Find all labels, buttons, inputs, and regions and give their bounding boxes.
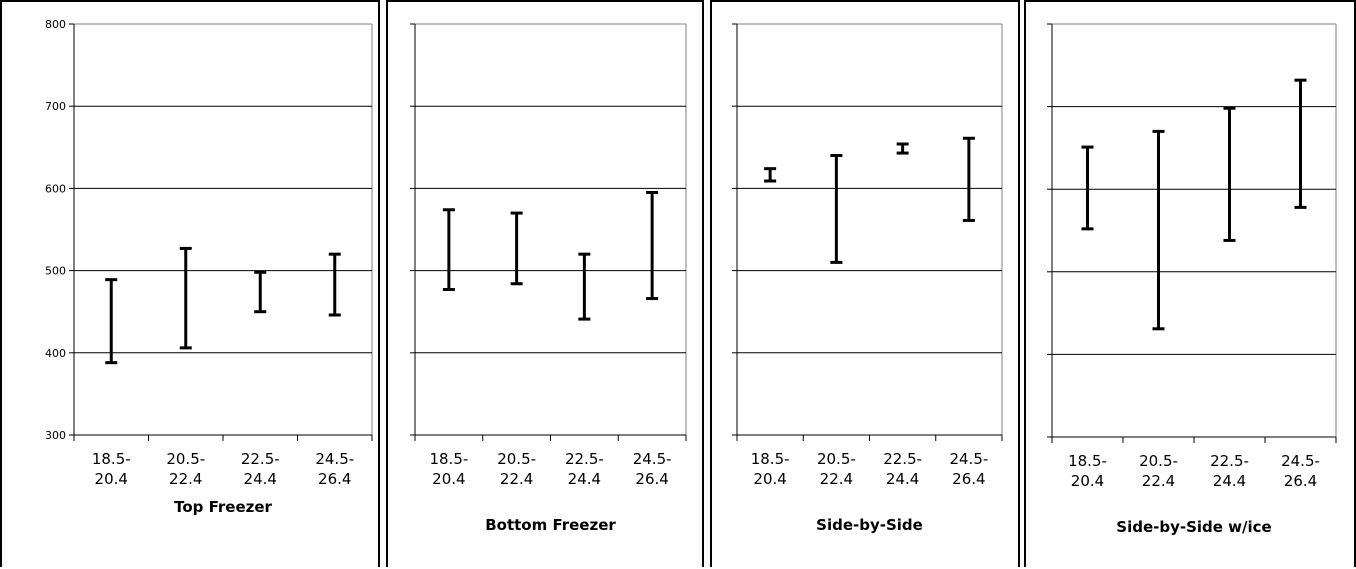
chart-panel-side-by-side: 18.5- 20.4 20.5- 22.4 22.5- 24.4 24.5- 26.4 Side…	[710, 0, 1020, 567]
x-tick-label: 20.4	[95, 470, 128, 488]
chart-panel-side-by-side-ice: 18.5- 20.4 20.5- 22.4 22.5- 24.4 24.5- 26.4 Side…	[1024, 0, 1356, 567]
x-tick-label: 22.4	[820, 470, 853, 488]
chart-svg-side-by-side: 18.5- 20.4 20.5- 22.4 22.5- 24.4 24.5- 26.4 Side…	[732, 23, 1003, 534]
chart-panel-bottom-freezer: 18.5- 20.4 20.5- 22.4 22.5- 24.4 24.5- 26.4 Bott…	[386, 0, 704, 567]
x-tick-label: 24.4	[244, 470, 277, 488]
x-tick-label: 22.5-	[241, 450, 280, 468]
chart-title: Side-by-Side	[816, 516, 923, 534]
chart-svg-side-by-side-ice: 18.5- 20.4 20.5- 22.4 22.5- 24.4 24.5- 26.4 Side…	[1047, 23, 1337, 536]
x-tick-label: 20.5-	[166, 450, 205, 468]
x-tick-label: 20.4	[1071, 472, 1104, 490]
x-tick-label: 18.5-	[92, 450, 131, 468]
x-tick-label: 24.5-	[315, 450, 354, 468]
x-tick-label: 20.4	[753, 470, 786, 488]
y-tick-label: 300	[45, 429, 66, 442]
x-tick-label: 24.5-	[949, 450, 988, 468]
chart-svg-top-freezer: 300 400 500 600 700 800 18.5- 20.4 20.5- 22.4 22.5…	[45, 18, 373, 516]
x-tick-label: 18.5-	[1068, 452, 1107, 470]
x-tick-label: 26.4	[952, 470, 985, 488]
x-tick-label: 24.4	[1213, 472, 1246, 490]
x-tick-label: 26.4	[635, 470, 668, 488]
x-tick-label: 20.5-	[1139, 452, 1178, 470]
x-tick-label: 22.5-	[883, 450, 922, 468]
x-tick-label: 24.5-	[1281, 452, 1320, 470]
x-tick-label: 20.5-	[497, 450, 536, 468]
x-tick-label: 22.4	[1142, 472, 1175, 490]
y-tick-label: 700	[45, 100, 66, 113]
chart-svg-bottom-freezer: 18.5- 20.4 20.5- 22.4 22.5- 24.4 24.5- 26.4 Bott…	[410, 23, 687, 534]
chart-title: Top Freezer	[174, 498, 272, 516]
y-tick-label: 800	[45, 18, 66, 31]
chart-title: Bottom Freezer	[485, 516, 616, 534]
chart-panel-top-freezer: 300 400 500 600 700 800 18.5- 20.4 20.5- 22.4 22.5…	[0, 0, 380, 567]
x-tick-label: 22.5-	[1210, 452, 1249, 470]
y-tick-label: 600	[45, 182, 66, 195]
x-tick-label: 22.4	[169, 470, 202, 488]
x-tick-label: 24.4	[886, 470, 919, 488]
x-tick-label: 22.5-	[565, 450, 604, 468]
y-tick-label: 400	[45, 347, 66, 360]
x-tick-label: 26.4	[1284, 472, 1317, 490]
x-tick-label: 18.5-	[751, 450, 790, 468]
x-tick-label: 20.4	[432, 470, 465, 488]
x-tick-label: 22.4	[500, 470, 533, 488]
x-tick-label: 18.5-	[429, 450, 468, 468]
chart-title: Side-by-Side w/ice	[1116, 518, 1271, 536]
x-tick-label: 20.5-	[817, 450, 856, 468]
x-tick-label: 24.4	[568, 470, 601, 488]
x-tick-label: 26.4	[318, 470, 351, 488]
x-tick-label: 24.5-	[633, 450, 672, 468]
y-tick-label: 500	[45, 265, 66, 278]
